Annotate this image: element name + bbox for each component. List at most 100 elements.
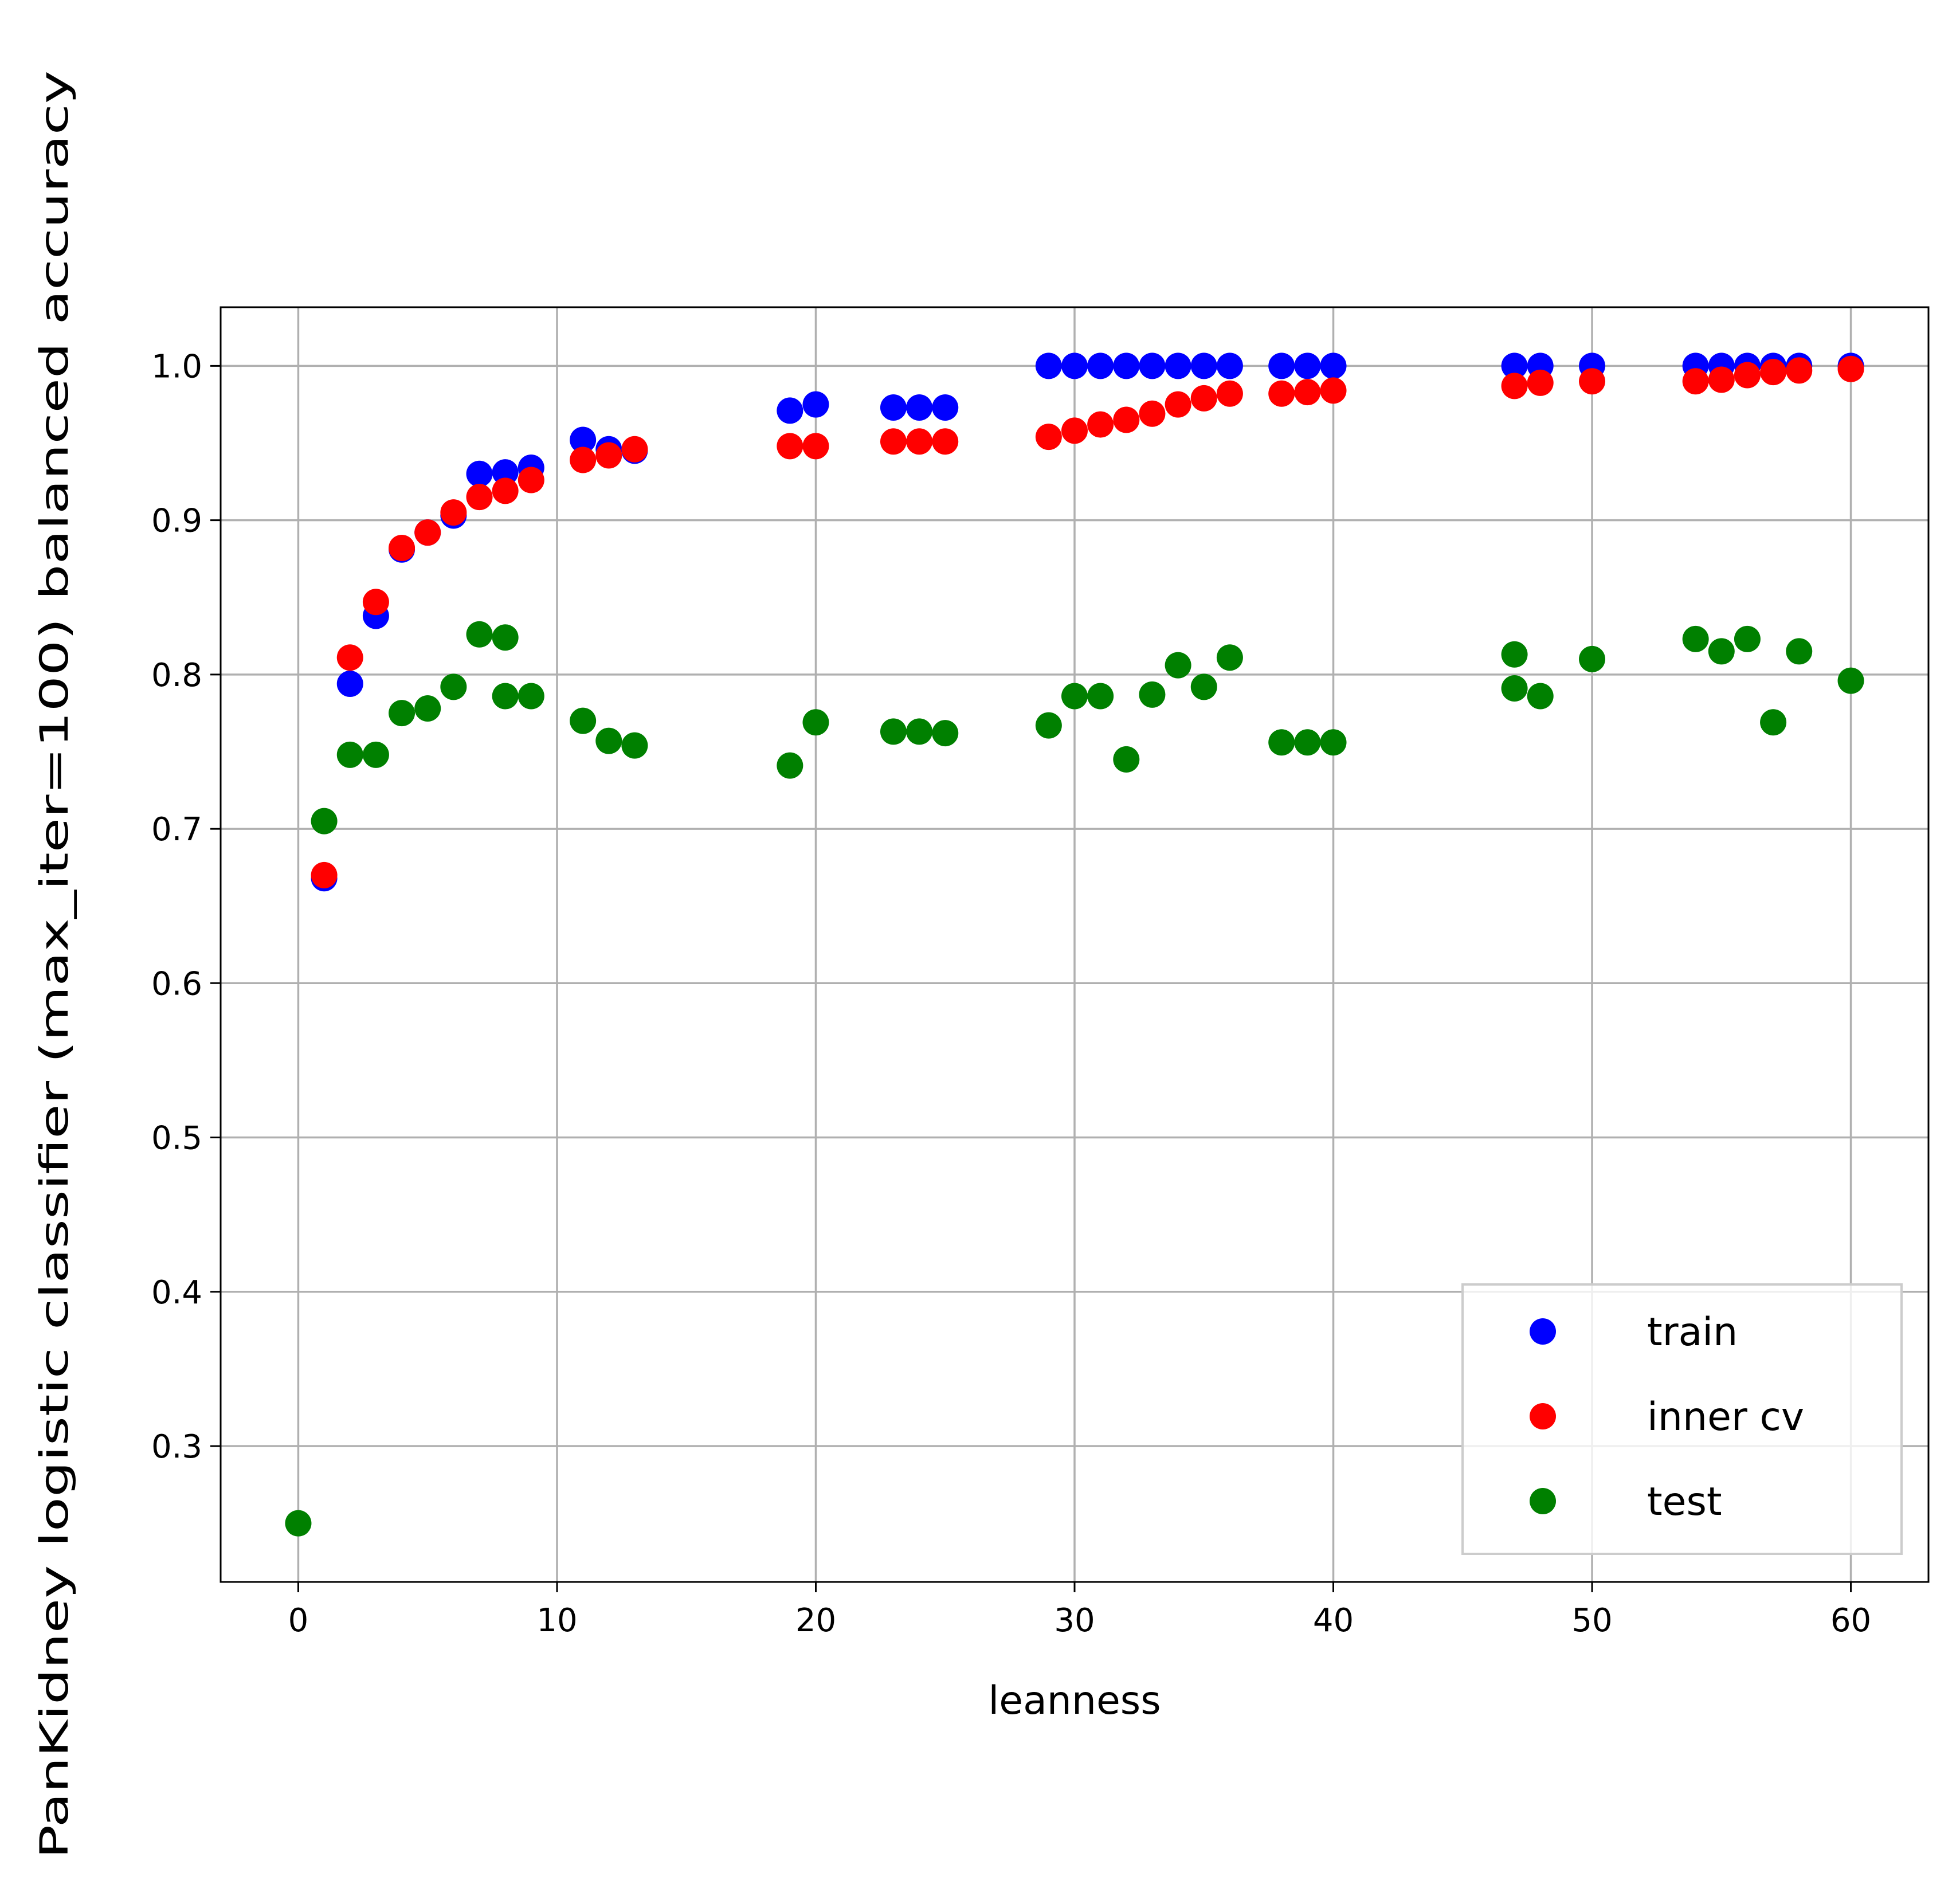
data-point — [880, 428, 907, 455]
data-point — [1087, 352, 1114, 379]
data-point — [1268, 380, 1295, 407]
y-tick-label: 0.6 — [151, 965, 202, 1002]
data-point — [1708, 366, 1735, 393]
y-tick-label: 1.0 — [151, 348, 202, 385]
data-point — [440, 499, 467, 526]
axis-ticks: 0 10 20 30 40 50 60 0.3 0.4 0.5 0.6 0.7 0.8 0.9 1.0 — [151, 348, 1871, 1639]
legend: train inner cv test — [1461, 1283, 1903, 1555]
data-point — [570, 426, 597, 453]
series-inner-cv — [311, 355, 1864, 888]
legend-label: inner cv — [1647, 1395, 1804, 1440]
data-point — [1190, 385, 1217, 412]
data-point — [336, 670, 363, 697]
data-point — [285, 1510, 312, 1537]
x-tick-label: 60 — [1830, 1602, 1871, 1639]
data-point — [906, 428, 933, 455]
data-point — [1682, 368, 1709, 395]
data-point — [621, 436, 648, 463]
data-point — [777, 752, 803, 779]
data-point — [466, 460, 493, 487]
data-point — [777, 433, 803, 460]
data-point — [1035, 712, 1062, 739]
data-point — [906, 718, 933, 745]
data-point — [414, 519, 441, 546]
y-tick-label: 0.3 — [151, 1428, 202, 1466]
data-point — [595, 727, 622, 754]
data-point — [802, 391, 829, 418]
data-point — [1734, 625, 1761, 652]
data-point — [595, 442, 622, 469]
data-point — [492, 624, 519, 651]
data-point — [1061, 417, 1088, 444]
data-point — [1061, 352, 1088, 379]
data-point — [802, 709, 829, 736]
data-point — [492, 683, 519, 710]
data-point — [492, 459, 519, 486]
data-point — [389, 700, 415, 727]
data-point — [1113, 406, 1140, 433]
data-point — [1527, 369, 1554, 396]
data-point — [1760, 709, 1787, 736]
data-point — [1216, 352, 1243, 379]
data-point — [440, 673, 467, 700]
data-point — [1320, 729, 1347, 756]
data-point — [906, 394, 933, 421]
data-point — [1035, 352, 1062, 379]
data-point — [1216, 380, 1243, 407]
data-point — [1579, 368, 1606, 395]
y-tick-label: 0.4 — [151, 1274, 202, 1311]
legend-marker — [1530, 1403, 1556, 1429]
data-point — [1268, 352, 1295, 379]
data-point — [932, 394, 959, 421]
data-point — [362, 589, 389, 616]
data-point — [1165, 352, 1191, 379]
data-point — [1035, 424, 1062, 451]
x-tick-label: 20 — [795, 1602, 836, 1639]
x-tick-label: 10 — [536, 1602, 577, 1639]
y-tick-label: 0.5 — [151, 1120, 202, 1157]
data-point — [1682, 625, 1709, 652]
data-points — [285, 352, 1864, 1537]
data-point — [1708, 638, 1735, 665]
data-point — [414, 695, 441, 722]
data-point — [466, 484, 493, 511]
data-point — [1061, 683, 1088, 710]
data-point — [570, 446, 597, 473]
data-point — [518, 467, 544, 493]
data-point — [1760, 359, 1787, 386]
x-axis-label: leanness — [988, 1678, 1161, 1724]
data-point — [1190, 352, 1217, 379]
x-tick-label: 50 — [1571, 1602, 1612, 1639]
data-point — [1139, 681, 1166, 708]
data-point — [1113, 746, 1140, 773]
legend-label: train — [1647, 1310, 1738, 1355]
x-tick-label: 30 — [1054, 1602, 1095, 1639]
data-point — [1320, 352, 1347, 379]
data-point — [932, 428, 959, 455]
data-point — [932, 720, 959, 747]
data-point — [880, 394, 907, 421]
data-point — [1113, 352, 1140, 379]
data-point — [311, 861, 338, 888]
data-point — [1294, 729, 1321, 756]
data-point — [466, 621, 493, 648]
data-point — [1294, 352, 1321, 379]
data-point — [1294, 379, 1321, 406]
data-point — [1165, 652, 1191, 679]
data-point — [1786, 638, 1813, 665]
data-point — [389, 535, 415, 562]
data-point — [336, 644, 363, 671]
legend-label: test — [1647, 1479, 1722, 1525]
y-axis-label: PanKidney logistic classifier (max_iter=… — [32, 70, 77, 1859]
data-point — [1268, 729, 1295, 756]
data-point — [1139, 352, 1166, 379]
data-point — [1087, 411, 1114, 438]
y-tick-label: 0.9 — [151, 503, 202, 540]
data-point — [1734, 362, 1761, 389]
legend-marker — [1530, 1488, 1556, 1514]
data-point — [1165, 391, 1191, 418]
data-point — [362, 741, 389, 768]
data-point — [621, 732, 648, 759]
